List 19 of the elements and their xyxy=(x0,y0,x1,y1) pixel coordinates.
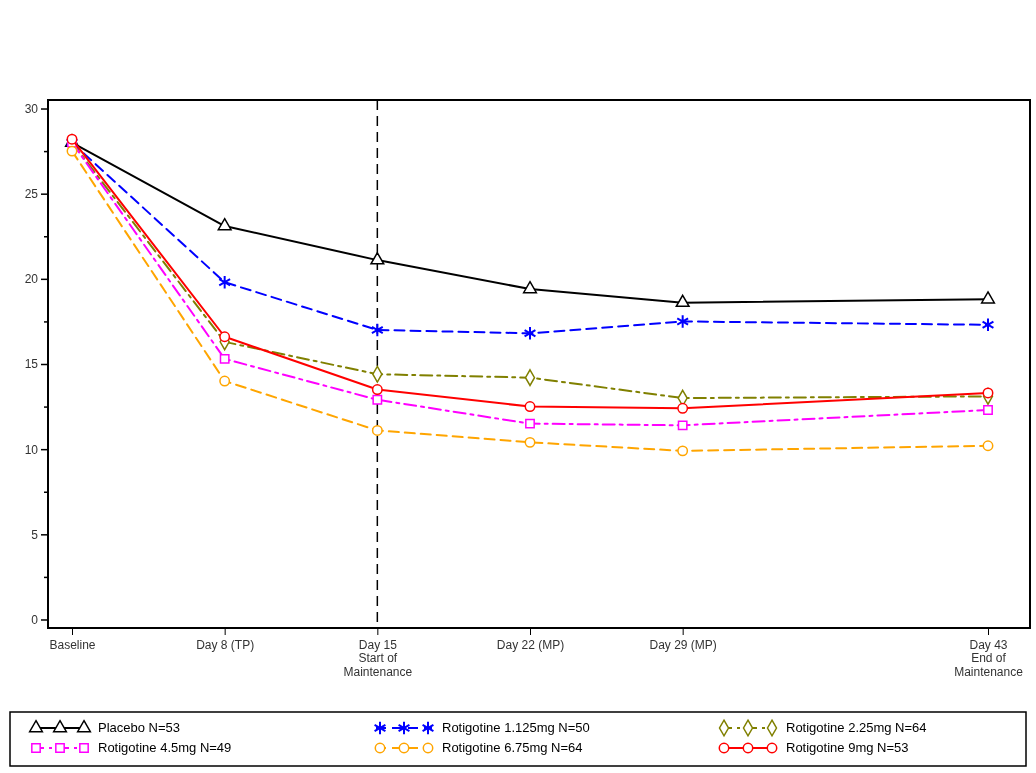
x-tick-label: Day 22 (MP) xyxy=(496,637,565,652)
x-tick-label: Day 8 (TP) xyxy=(196,637,255,652)
y-tick-label: 15 xyxy=(24,357,39,372)
y-tick-label: 25 xyxy=(24,187,39,202)
legend-label: Rotigotine 1.125mg N=50 xyxy=(442,720,590,735)
legend-label: Placebo N=53 xyxy=(98,720,181,735)
y-tick-label: 30 xyxy=(24,101,39,116)
legend-label: Rotigotine 2.25mg N=64 xyxy=(786,720,927,735)
y-tick-label: 10 xyxy=(24,442,39,457)
x-tick-label: Day 29 (MP) xyxy=(649,637,717,652)
x-tick-label: Day 43 End of Maintenance xyxy=(954,637,1024,680)
y-tick-label: 20 xyxy=(24,272,39,287)
legend-label: Rotigotine 6.75mg N=64 xyxy=(442,740,583,755)
x-tick-label: Day 15 Start of Maintenance xyxy=(343,637,413,680)
x-tick-label: Baseline xyxy=(49,637,96,652)
legend-label: Rotigotine 4.5mg N=49 xyxy=(98,740,232,755)
y-tick-label: 0 xyxy=(31,612,39,627)
legend-label: Rotigotine 9mg N=53 xyxy=(786,740,909,755)
y-tick-label: 5 xyxy=(31,527,39,542)
